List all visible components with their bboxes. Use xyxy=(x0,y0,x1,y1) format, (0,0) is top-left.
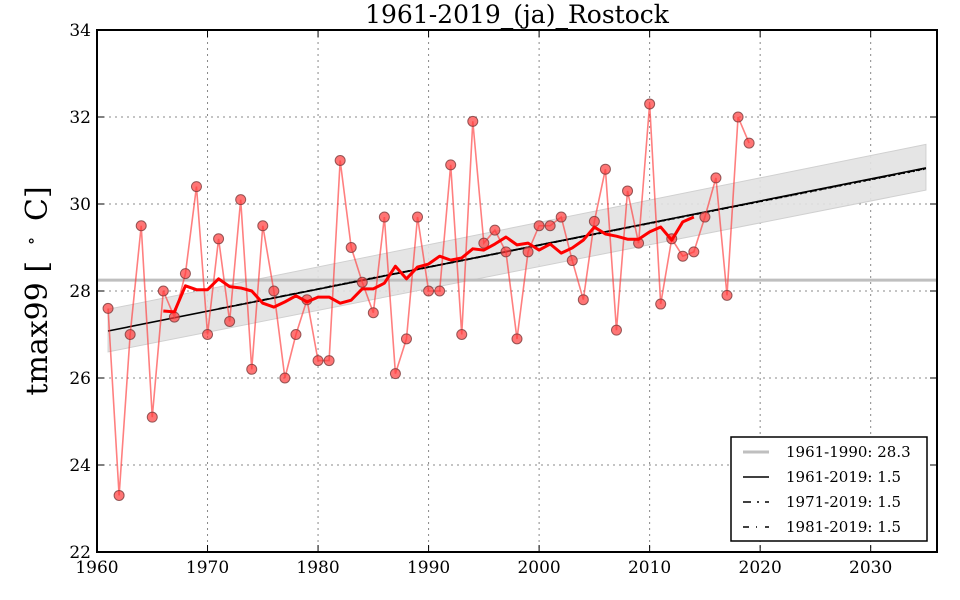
legend: 1961-1990: 28.3 1961-2019: 1.5 1971-2019: … xyxy=(730,436,928,542)
legend-label: 1961-2019: 1.5 xyxy=(786,468,901,486)
data-point xyxy=(610,324,622,336)
axis-ticks: 1960 1970 1980 1990 2000 2010 2020 2030 22 24 26 28… xyxy=(69,21,937,578)
data-point xyxy=(522,246,534,258)
data-point xyxy=(655,298,667,310)
y-tick-label: 28 xyxy=(69,282,91,302)
data-point xyxy=(290,329,302,340)
running-mean-line xyxy=(163,215,695,314)
data-point xyxy=(533,220,545,232)
data-point xyxy=(721,289,733,301)
data-point xyxy=(202,329,214,340)
trend-line-dotted xyxy=(328,167,927,288)
data-point xyxy=(113,489,125,501)
y-axis-label-main: tmax99 [ xyxy=(20,261,55,396)
data-point xyxy=(511,333,523,345)
trend-lines xyxy=(107,167,927,332)
data-point xyxy=(677,250,689,262)
x-tick-label: 2000 xyxy=(517,558,560,578)
data-point xyxy=(334,155,346,166)
data-point xyxy=(688,246,700,258)
data-point xyxy=(588,215,600,227)
legend-label: 1971-2019: 1.5 xyxy=(786,493,901,511)
legend-label: 1961-1990: 28.3 xyxy=(786,443,911,461)
data-point xyxy=(500,246,512,258)
x-tick-label: 1970 xyxy=(186,558,229,578)
y-axis-label-degree: ∘ xyxy=(21,237,42,246)
y-tick-label: 26 xyxy=(69,369,91,389)
x-tick-label: 2030 xyxy=(849,558,892,578)
data-point xyxy=(743,137,755,149)
data-point xyxy=(224,315,236,327)
data-point xyxy=(412,211,424,223)
data-point xyxy=(268,285,280,297)
observation-series xyxy=(102,98,755,501)
data-point xyxy=(710,172,722,184)
data-point xyxy=(732,111,744,123)
data-point xyxy=(235,194,247,206)
data-point xyxy=(323,355,335,367)
data-point xyxy=(146,411,158,423)
data-point xyxy=(389,368,401,380)
data-point xyxy=(102,302,114,314)
data-point xyxy=(279,372,291,384)
data-point xyxy=(168,311,180,323)
data-point xyxy=(699,211,711,223)
data-point xyxy=(622,185,634,197)
data-point xyxy=(544,220,556,232)
data-point xyxy=(599,163,611,175)
data-point xyxy=(644,98,656,110)
chart-title: 1961-2019_(ja)_Rostock xyxy=(365,0,670,29)
data-point xyxy=(157,285,169,297)
x-tick-label: 1960 xyxy=(75,558,118,578)
data-point xyxy=(478,237,490,249)
trend-line-dashed xyxy=(218,167,927,310)
data-point xyxy=(179,268,191,280)
data-point xyxy=(312,355,324,367)
x-tick-label: 2020 xyxy=(739,558,782,578)
data-point xyxy=(378,211,390,223)
data-point xyxy=(434,285,446,297)
y-tick-label: 34 xyxy=(69,21,91,41)
x-tick-label: 1980 xyxy=(296,558,339,578)
data-point xyxy=(246,363,258,375)
data-point xyxy=(467,115,479,127)
data-point xyxy=(445,159,457,171)
y-tick-label: 24 xyxy=(69,456,91,476)
data-point xyxy=(577,294,589,306)
data-point xyxy=(489,224,501,236)
data-point xyxy=(356,276,368,288)
y-tick-label: 22 xyxy=(69,543,91,563)
legend-box xyxy=(730,436,928,542)
data-point xyxy=(135,220,147,232)
x-tick-label: 2010 xyxy=(628,558,671,578)
y-axis-label: tmax99 [ ∘ C] xyxy=(10,186,55,395)
data-point xyxy=(555,211,567,223)
data-point xyxy=(423,285,435,297)
data-point xyxy=(456,329,468,340)
y-axis-label-unit: C] xyxy=(20,186,55,221)
y-tick-label: 30 xyxy=(69,195,91,215)
data-point xyxy=(345,242,357,253)
x-tick-label: 1990 xyxy=(407,558,450,578)
data-point xyxy=(213,233,225,245)
data-point xyxy=(257,220,269,232)
data-point xyxy=(124,329,136,340)
y-tick-label: 32 xyxy=(69,108,91,128)
data-point xyxy=(400,333,412,345)
legend-label: 1981-2019: 1.5 xyxy=(786,518,901,536)
data-point xyxy=(367,307,379,319)
data-point xyxy=(190,181,202,193)
data-point xyxy=(566,255,578,267)
